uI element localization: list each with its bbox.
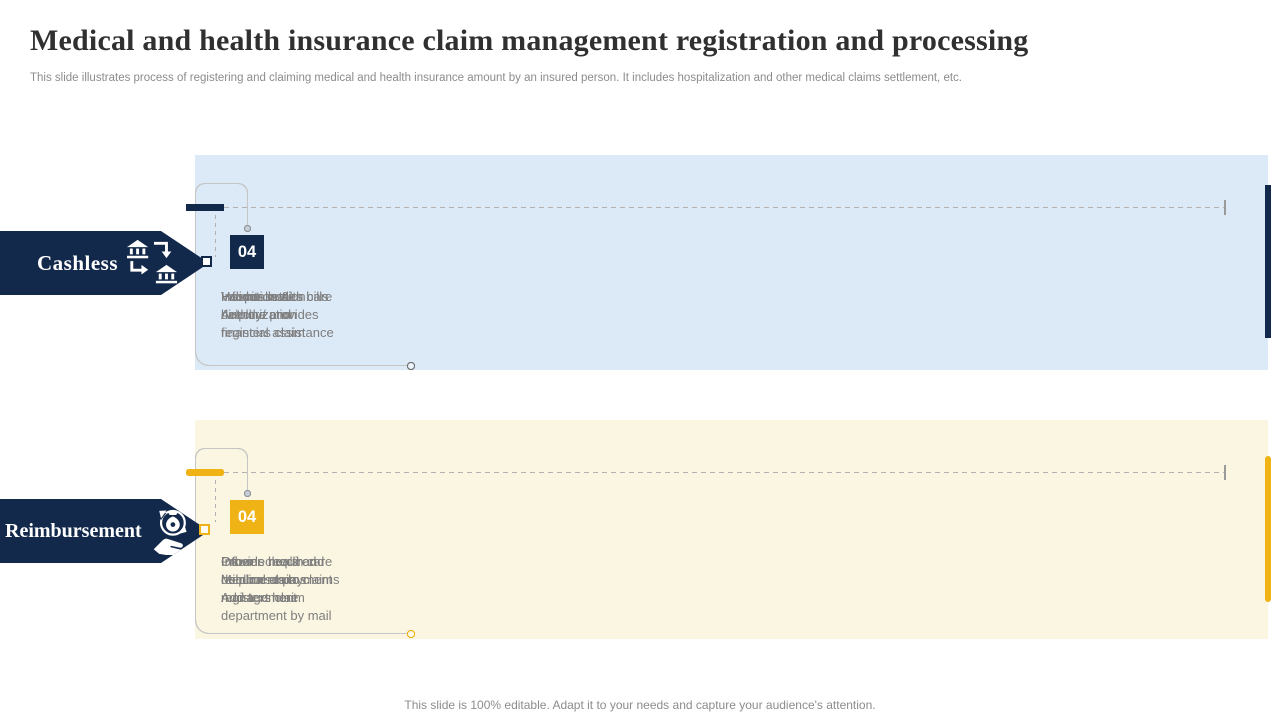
cashless-step-4: 04 Insurer settles bills directly/ provi… (186, 155, 417, 370)
cashless-panel: 01 Hospitalisation 02 Informs health car… (186, 155, 1271, 370)
cashless-label: Cashless (37, 250, 119, 275)
card-end-circle (407, 362, 415, 370)
step-description: Insurer check and reimburse payment Add … (221, 554, 333, 605)
step-description: Insurer settles bills directly/ provides… (221, 289, 334, 340)
reimbursement-dashed-connector (215, 472, 216, 522)
step-description: Informs health care helpline and registe… (221, 289, 333, 340)
reimbursement-panel: 01 Other Medical claims 02 Informs healt… (186, 420, 1271, 639)
cashless-label-arrow: Cashless (0, 231, 209, 295)
reimbursement-dashed-timeline (215, 472, 1224, 473)
card-outline (195, 199, 411, 366)
footer-note: This slide is 100% editable. Adapt it to… (404, 698, 876, 712)
bank-transfer-icon (127, 239, 179, 287)
page-title: Medical and health insurance claim manag… (30, 24, 1029, 57)
step-description: Other Medical claims (221, 554, 307, 587)
reimbursement-step-4: 04 Insurer check and reimburse payment A… (186, 420, 417, 639)
reimbursement-label: Reimbursement (5, 519, 142, 542)
reimbursement-accent-bar (1265, 456, 1271, 602)
reimbursement-connector-square (199, 524, 210, 535)
timeline-dash-marker (186, 469, 224, 476)
cashless-connector-square (201, 256, 212, 267)
step-number-badge: 04 (230, 500, 264, 534)
step-description: Validation & Authorization (221, 289, 297, 322)
connector-dot (244, 225, 251, 232)
reimbursement-label-arrow: Reimbursement (0, 499, 209, 563)
step-description: Informs health care helpline and registe… (221, 554, 333, 605)
timeline-dash-marker (186, 204, 224, 211)
cashless-timeline-end-tick (1224, 200, 1226, 215)
hand-money-icon (151, 507, 193, 555)
connector-dot (244, 490, 251, 497)
cashless-accent-bar (1265, 185, 1271, 338)
card-outline (195, 464, 411, 634)
cashless-dashed-connector (215, 207, 216, 257)
step-number-badge: 04 (230, 235, 264, 269)
cashless-dashed-timeline (215, 207, 1224, 208)
step-description: Hospitalisation (221, 289, 306, 304)
page-subtitle: This slide illustrates process of regist… (30, 72, 962, 84)
card-end-circle (407, 630, 415, 638)
reimbursement-timeline-end-tick (1224, 465, 1226, 480)
step-description: Provide required documents to claims man… (221, 554, 340, 623)
